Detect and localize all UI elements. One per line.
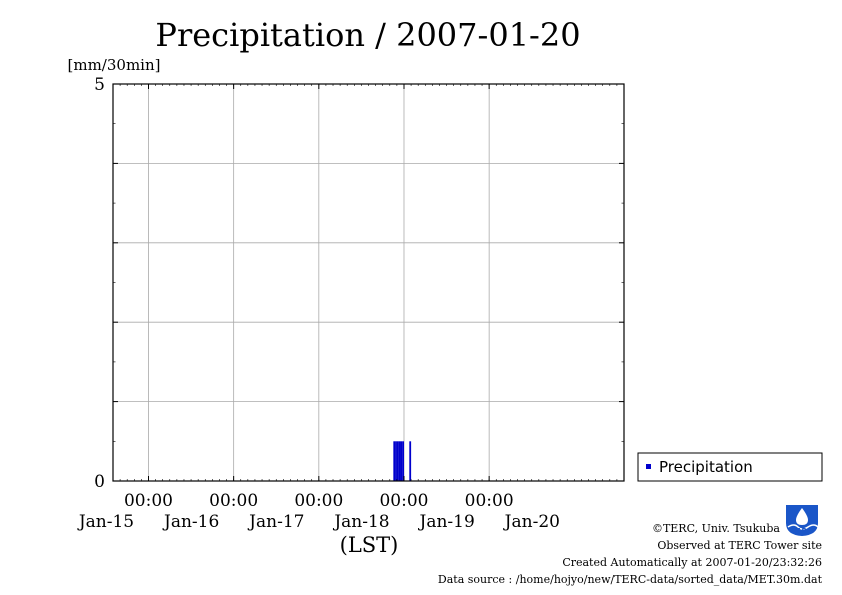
x-tick-label: 00:00 [294,491,343,511]
legend-box [637,452,823,482]
precipitation-bar [402,441,405,481]
y-axis-unit: [mm/30min] [68,56,161,74]
x-date-label: Jan-15 [77,512,134,532]
created-timestamp-text: Created Automatically at 2007-01-20/23:3… [562,556,822,569]
plot-frame [112,83,625,482]
precipitation-bar [396,441,399,481]
precipitation-bar [398,441,401,481]
legend-label: Precipitation [659,458,753,476]
chart-title: Precipitation / 2007-01-20 [155,16,580,54]
x-date-label: Jan-19 [418,512,475,532]
axis-ticks [113,83,624,482]
legend-swatch [646,464,651,469]
x-tick-label: 00:00 [124,491,173,511]
logo-text: TERC [789,527,815,535]
data-source-text: Data source : /home/hojyo/new/TERC-data/… [437,573,822,586]
y-tick-label: 5 [94,75,105,95]
precipitation-bar [393,441,396,481]
x-tick-label: 00:00 [209,491,258,511]
precipitation-bar [409,441,412,481]
x-date-label: Jan-17 [247,512,304,532]
grid-lines [113,84,624,481]
legend: Precipitation [637,452,823,482]
copyright-text: ©TERC, Univ. Tsukuba [651,522,780,535]
x-date-label: Jan-20 [503,512,560,532]
observed-site-text: Observed at TERC Tower site [657,539,822,552]
x-date-label: Jan-18 [332,512,389,532]
precipitation-bar [395,441,397,481]
precipitation-bar [400,441,403,481]
terc-logo-icon [786,505,819,536]
x-tick-label: 00:00 [465,491,514,511]
x-tick-label: 00:00 [379,491,428,511]
precipitation-bars [393,441,412,481]
x-axis-label: (LST) [340,533,399,557]
x-date-label: Jan-16 [162,512,219,532]
y-tick-label: 0 [94,472,105,492]
